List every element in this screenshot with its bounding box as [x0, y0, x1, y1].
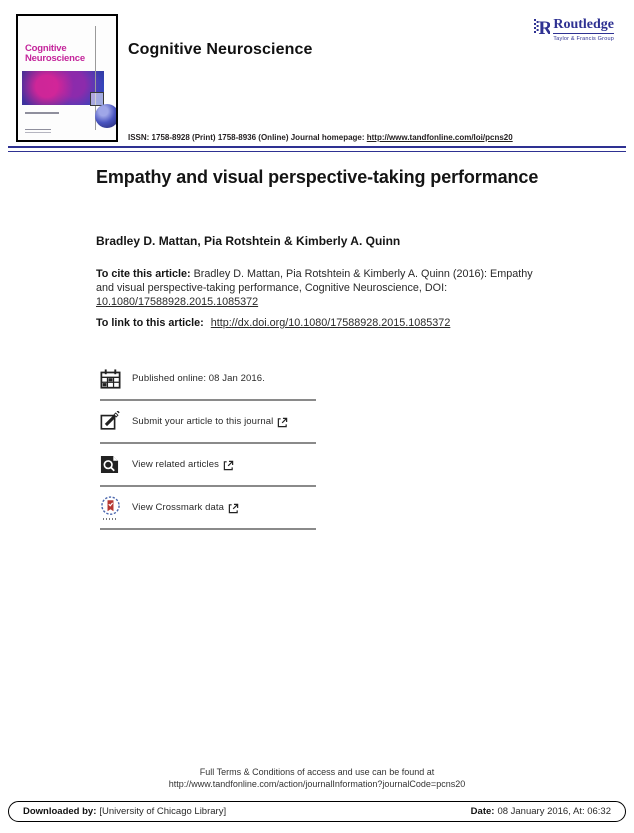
- downloaded-by: Downloaded by: [University of Chicago Lib…: [23, 806, 226, 817]
- download-date: Date: 08 January 2016, At: 06:32: [471, 806, 611, 817]
- journal-homepage-link[interactable]: http://www.tandfonline.com/loi/pcns20: [366, 133, 513, 142]
- cover-divider-line: [95, 26, 96, 130]
- article-title: Empathy and visual perspective-taking pe…: [96, 167, 539, 187]
- cover-publisher-mark: [25, 129, 51, 133]
- journal-title: Cognitive Neuroscience: [128, 41, 313, 58]
- published-online-row: Published online: 08 Jan 2016.: [100, 358, 316, 401]
- terms-and-conditions: Full Terms & Conditions of access and us…: [0, 767, 634, 790]
- routledge-tagline: Taylor & Francis Group: [553, 35, 614, 42]
- view-crossmark-row[interactable]: View Crossmark data: [100, 487, 316, 530]
- download-date-label: Date:: [470, 806, 495, 817]
- calendar-icon: [100, 368, 132, 389]
- crossmark-icon: [100, 495, 132, 520]
- download-date-value: 08 January 2016, At: 06:32: [497, 806, 611, 817]
- svg-text:R: R: [539, 18, 551, 39]
- view-related-text: View related articles: [132, 459, 219, 470]
- journal-cover-thumbnail: Cognitive Neuroscience: [16, 14, 118, 142]
- header-divider-rule: [8, 146, 626, 152]
- related-articles-icon: [100, 455, 132, 474]
- routledge-logo: R Routledge Taylor & Francis Group: [534, 17, 614, 42]
- submit-article-row[interactable]: Submit your article to this journal: [100, 401, 316, 444]
- article-doi-link[interactable]: http://dx.doi.org/10.1080/17588928.2015.…: [210, 317, 451, 329]
- action-list: Published online: 08 Jan 2016. Submit yo…: [100, 358, 316, 530]
- terms-line1: Full Terms & Conditions of access and us…: [199, 767, 435, 777]
- download-info-bar: Downloaded by: [University of Chicago Lib…: [8, 801, 626, 822]
- routledge-r-icon: R: [534, 17, 550, 39]
- external-link-icon: [223, 460, 234, 471]
- submit-pencil-icon: [100, 411, 132, 432]
- issn-homepage-line: ISSN: 1758-8928 (Print) 1758-8936 (Onlin…: [128, 133, 513, 142]
- external-link-icon: [277, 417, 288, 428]
- cover-sphere-graphic: [95, 104, 116, 128]
- cite-doi-link[interactable]: 10.1080/17588928.2015.1085372: [96, 296, 259, 308]
- crossmark-wordmark: [103, 517, 118, 520]
- downloaded-by-label: Downloaded by:: [23, 806, 97, 817]
- external-link-icon: [228, 503, 239, 514]
- downloaded-by-value: [University of Chicago Library]: [99, 806, 227, 817]
- article-authors: Bradley D. Mattan, Pia Rotshtein & Kimbe…: [96, 234, 401, 248]
- citation-block: To cite this article: Bradley D. Mattan, …: [96, 267, 536, 309]
- cover-editor-line: [25, 112, 59, 114]
- routledge-brand-text: Routledge: [553, 17, 614, 34]
- cover-journal-title: Cognitive Neuroscience: [25, 43, 85, 64]
- submit-article-text: Submit your article to this journal: [132, 416, 274, 427]
- article-link-block: To link to this article: http://dx.doi.or…: [96, 317, 556, 329]
- cover-square-outline: [90, 92, 104, 106]
- cite-label: To cite this article:: [96, 268, 191, 280]
- link-label: To link to this article:: [96, 317, 204, 329]
- issn-text: ISSN: 1758-8928 (Print) 1758-8936 (Onlin…: [128, 133, 367, 142]
- cite-text: Bradley D. Mattan, Pia Rotshtein & Kimbe…: [96, 268, 533, 294]
- published-online-text: Published online: 08 Jan 2016.: [132, 373, 265, 384]
- view-related-row[interactable]: View related articles: [100, 444, 316, 487]
- view-crossmark-text: View Crossmark data: [132, 502, 225, 513]
- terms-url-link[interactable]: http://www.tandfonline.com/action/journa…: [168, 778, 466, 789]
